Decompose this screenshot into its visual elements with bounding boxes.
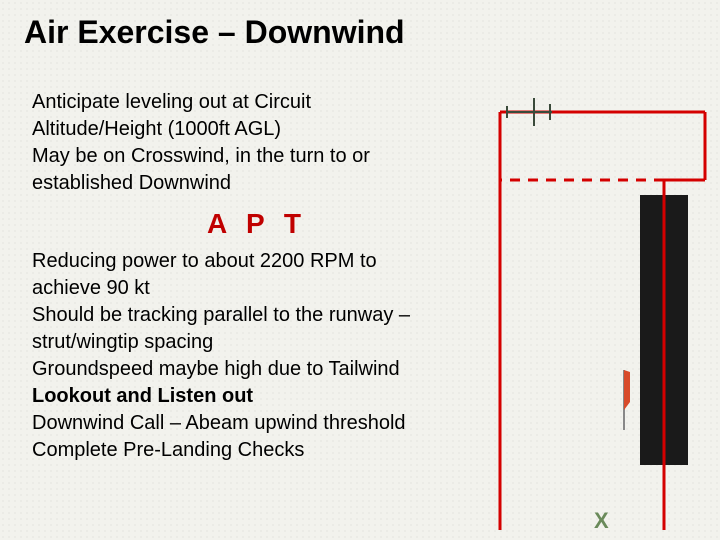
aircraft-icon [507, 98, 552, 126]
apt-heading: A P T [32, 206, 482, 241]
body-line: Reducing power to about 2200 RPM to [32, 249, 482, 274]
intro-line: Anticipate leveling out at Circuit [32, 90, 482, 115]
circuit-svg [490, 70, 710, 530]
body-line: Groundspeed maybe high due to Tailwind [32, 357, 482, 382]
page-title: Air Exercise – Downwind [24, 14, 405, 51]
intro-line: May be on Crosswind, in the turn to or [32, 144, 482, 169]
body-line: Should be tracking parallel to the runwa… [32, 303, 482, 328]
body-line: strut/wingtip spacing [32, 330, 482, 355]
body-line: Complete Pre-Landing Checks [32, 438, 482, 463]
slide: Air Exercise – Downwind Anticipate level… [0, 0, 720, 540]
circuit-diagram: X [490, 70, 710, 530]
x-marker: X [594, 508, 609, 534]
windsock-icon [624, 370, 630, 410]
intro-line: established Downwind [32, 171, 482, 196]
body-line-bold: Lookout and Listen out [32, 384, 482, 409]
text-column: Anticipate leveling out at Circuit Altit… [32, 90, 482, 465]
body-line: achieve 90 kt [32, 276, 482, 301]
body-line: Downwind Call – Abeam upwind threshold [32, 411, 482, 436]
intro-line: Altitude/Height (1000ft AGL) [32, 117, 482, 142]
